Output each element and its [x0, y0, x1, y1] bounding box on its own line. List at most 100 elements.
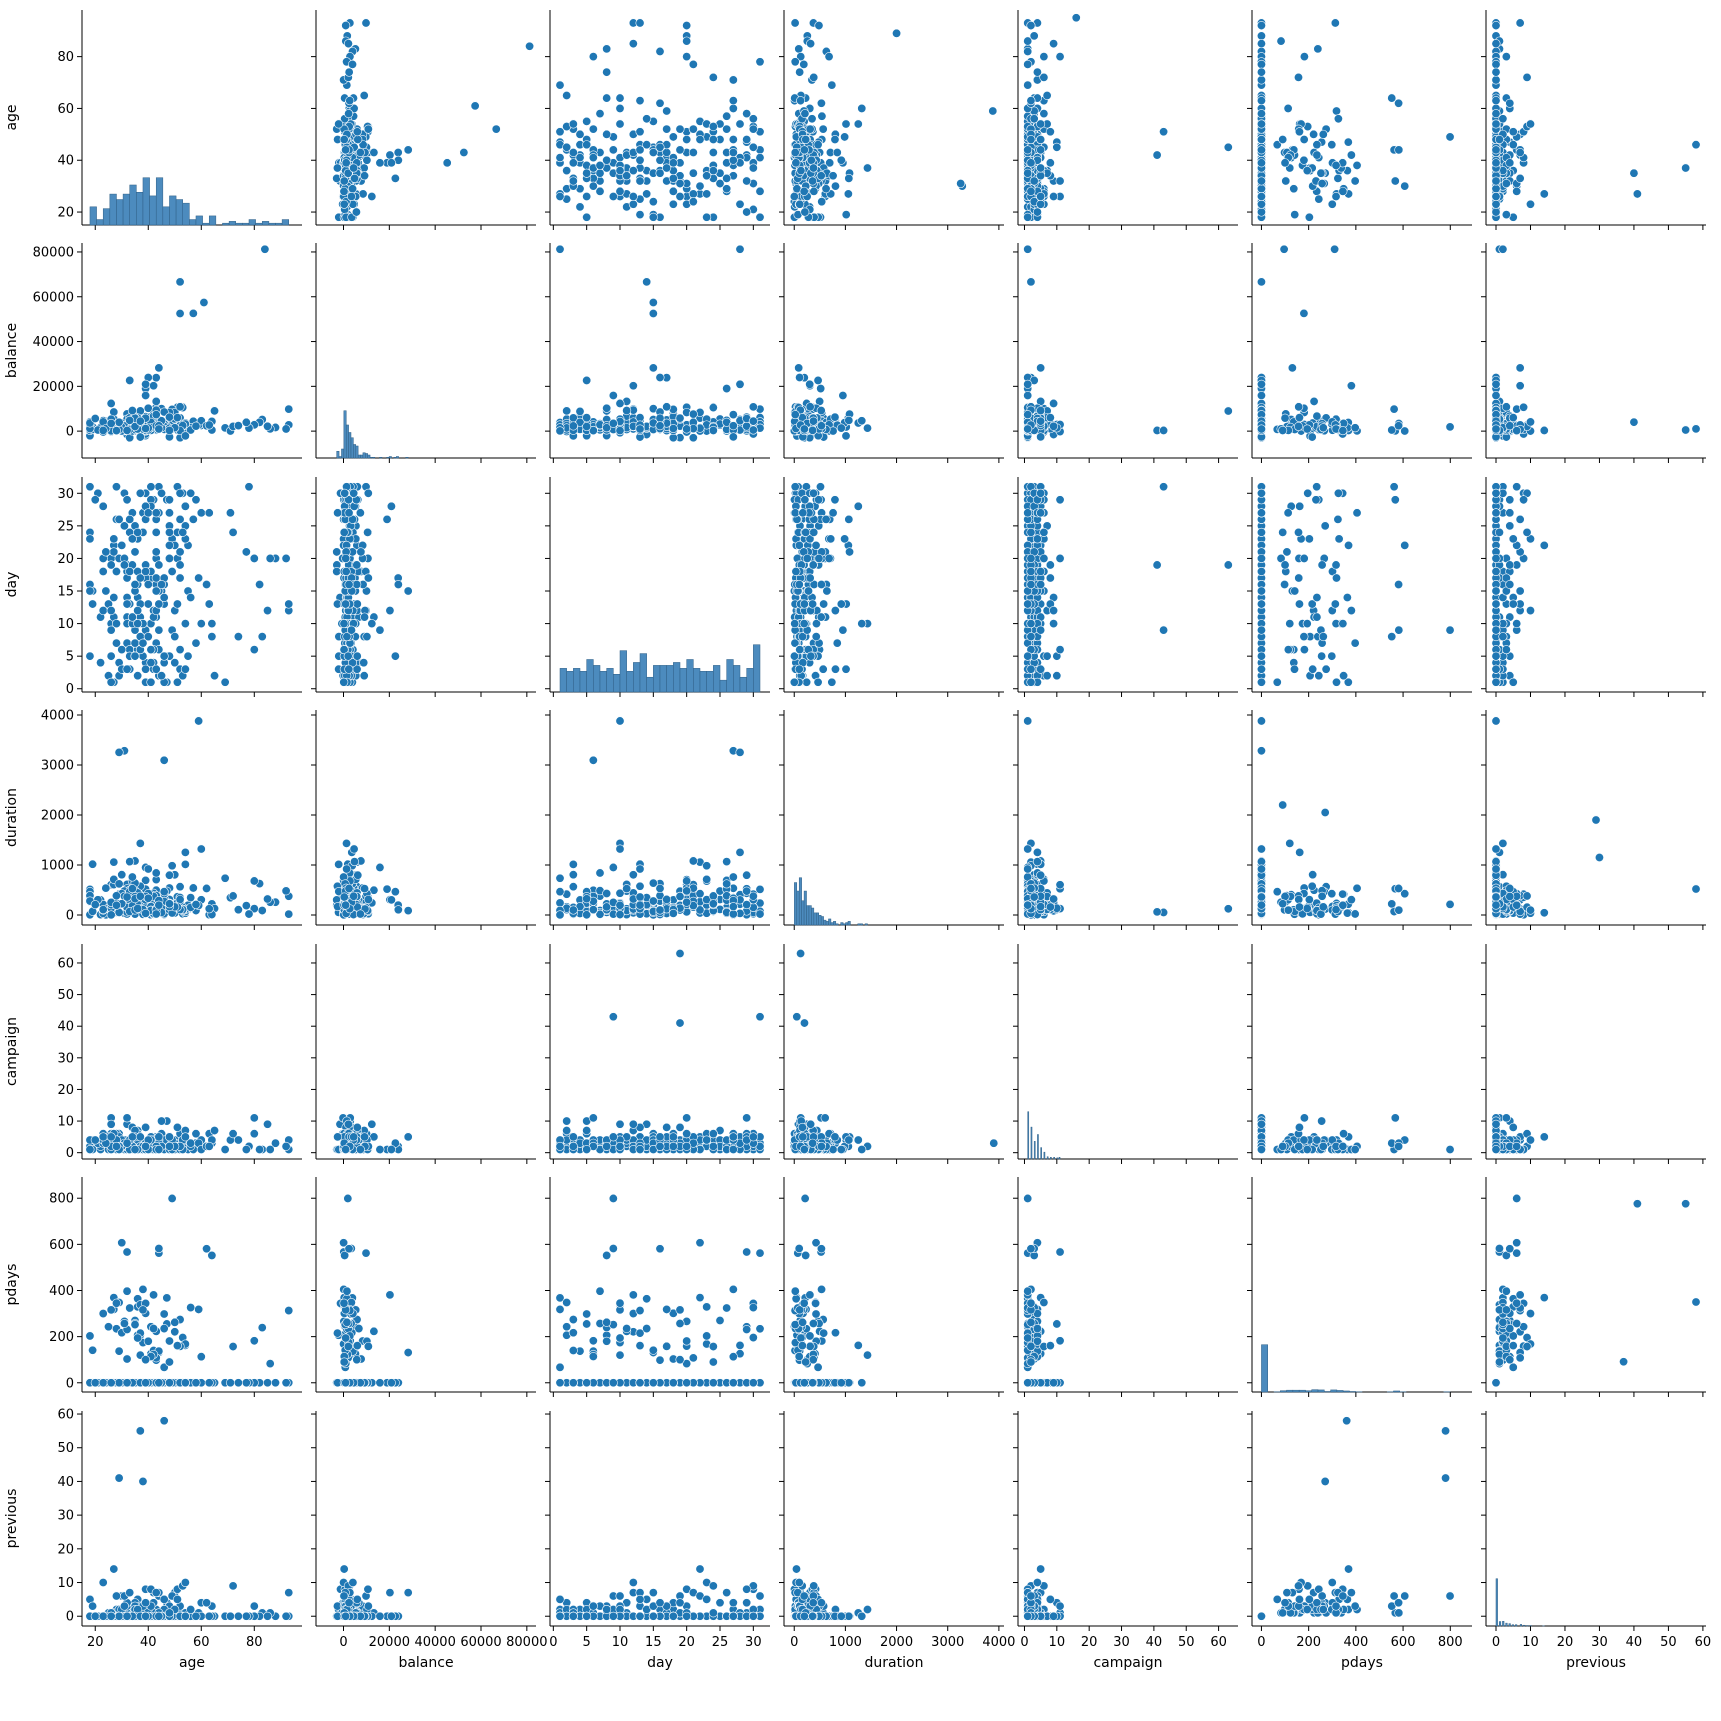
- scatter-point: [841, 431, 851, 441]
- scatter-point: [1512, 186, 1522, 196]
- scatter-point: [555, 426, 565, 436]
- scatter-point: [1491, 119, 1501, 129]
- scatter-point: [1039, 527, 1049, 537]
- scatter-point: [648, 297, 658, 307]
- scatter-point: [1285, 619, 1295, 629]
- scatter-point: [1294, 599, 1304, 609]
- scatter-point: [682, 424, 692, 434]
- scatter-point: [790, 619, 800, 629]
- scatter-point: [386, 158, 396, 168]
- scatter-point: [1505, 495, 1515, 505]
- scatter-point: [1342, 593, 1352, 603]
- scatter-point: [355, 147, 365, 157]
- scatter-point: [85, 586, 95, 596]
- panel-age-vs-day: [545, 10, 770, 230]
- scatter-point: [1302, 619, 1312, 629]
- scatter-point: [790, 508, 800, 518]
- scatter-point: [175, 645, 185, 655]
- scatter-point: [1330, 244, 1340, 254]
- hist-bar: [162, 206, 170, 226]
- scatter-point: [220, 677, 230, 687]
- scatter-point: [260, 244, 270, 254]
- scatter-point: [106, 677, 116, 687]
- scatter-point: [362, 632, 372, 642]
- scatter-point: [1339, 671, 1349, 681]
- scatter-point: [1491, 67, 1501, 77]
- scatter-point: [244, 482, 254, 492]
- scatter-point: [141, 664, 151, 674]
- scatter-point: [1036, 625, 1046, 635]
- scatter-point: [122, 664, 132, 674]
- hist-bar: [341, 448, 345, 459]
- scatter-point: [1632, 189, 1642, 199]
- scatter-point: [1023, 36, 1033, 46]
- scatter-point: [801, 527, 811, 537]
- scatter-point: [1071, 13, 1081, 23]
- scatter-point: [1294, 527, 1304, 537]
- scatter-point: [1515, 381, 1525, 391]
- scatter-point: [281, 553, 291, 563]
- scatter-point: [154, 625, 164, 635]
- scatter-point: [796, 166, 806, 176]
- scatter-point: [1491, 75, 1501, 85]
- scatter-point: [154, 363, 164, 373]
- scatter-point: [1256, 508, 1266, 518]
- scatter-point: [1344, 540, 1354, 550]
- scatter-point: [1394, 421, 1404, 431]
- scatter-point: [832, 147, 842, 157]
- scatter-point: [1338, 426, 1348, 436]
- hist-bar: [129, 184, 137, 226]
- scatter-point: [1159, 482, 1169, 492]
- scatter-point: [805, 402, 815, 412]
- panel-day-vs-day: [545, 477, 770, 697]
- hist-bar: [593, 665, 601, 693]
- scatter-point: [655, 421, 665, 431]
- panel-age-vs-previous: [1481, 10, 1706, 230]
- scatter-point: [1223, 406, 1233, 416]
- scatter-point: [154, 424, 164, 434]
- panel-age-vs-campaign: [1013, 10, 1238, 230]
- scatter-point: [135, 488, 145, 498]
- scatter-point: [1332, 106, 1342, 116]
- scatter-point: [1055, 52, 1065, 62]
- scatter-point: [90, 414, 100, 424]
- scatter-point: [1049, 192, 1059, 202]
- scatter-point: [1052, 671, 1062, 681]
- scatter-point: [555, 80, 565, 90]
- scatter-point: [588, 153, 598, 163]
- scatter-point: [708, 425, 718, 435]
- scatter-point: [117, 645, 127, 655]
- scatter-point: [1491, 59, 1501, 69]
- scatter-point: [109, 534, 119, 544]
- scatter-point: [154, 599, 164, 609]
- scatter-point: [1036, 163, 1046, 173]
- scatter-point: [1256, 277, 1266, 287]
- scatter-point: [1023, 168, 1033, 178]
- scatter-point: [130, 579, 140, 589]
- scatter-point: [956, 179, 966, 189]
- scatter-point: [668, 424, 678, 434]
- scatter-point: [1036, 145, 1046, 155]
- scatter-point: [1346, 606, 1356, 616]
- scatter-point: [841, 210, 851, 220]
- scatter-point: [1394, 579, 1404, 589]
- scatter-point: [127, 612, 137, 622]
- scatter-point: [204, 599, 214, 609]
- scatter-point: [341, 566, 351, 576]
- scatter-point: [114, 514, 124, 524]
- scatter-point: [1691, 140, 1701, 150]
- scatter-point: [808, 560, 818, 570]
- scatter-point: [789, 192, 799, 202]
- scatter-point: [808, 163, 818, 173]
- scatter-point: [1280, 560, 1290, 570]
- scatter-point: [575, 406, 585, 416]
- scatter-point: [1312, 411, 1322, 421]
- scatter-point: [125, 375, 135, 385]
- scatter-point: [1314, 671, 1324, 681]
- scatter-point: [1026, 135, 1036, 145]
- scatter-point: [352, 651, 362, 661]
- scatter-point: [1539, 425, 1549, 435]
- hist-bar: [653, 665, 661, 693]
- scatter-point: [1287, 363, 1297, 373]
- scatter-point: [1498, 244, 1508, 254]
